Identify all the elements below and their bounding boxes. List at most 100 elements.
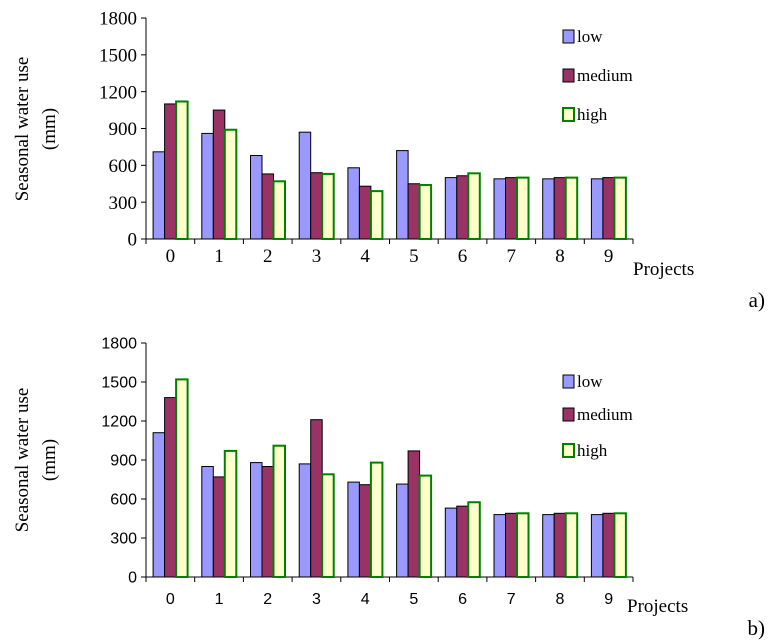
x-tick-label: 2 xyxy=(263,591,272,608)
legend-swatch-medium xyxy=(562,68,575,83)
bar-high-4 xyxy=(369,461,384,579)
x-tick-label: 1 xyxy=(215,591,224,608)
y-tick-label: 300 xyxy=(109,193,138,214)
bar-high-7 xyxy=(516,512,530,578)
bar-low-9 xyxy=(590,178,604,240)
bar-medium-5 xyxy=(407,450,421,578)
bar-medium-4 xyxy=(358,484,372,578)
bar-low-8 xyxy=(542,178,555,240)
legend-swatch-low xyxy=(562,374,575,389)
y-tick-label: 900 xyxy=(109,119,138,140)
legend-swatch-high xyxy=(562,107,575,122)
legend-label-high: high xyxy=(577,105,608,124)
bar-medium-8 xyxy=(553,512,567,578)
bar-low-8 xyxy=(542,514,555,578)
x-tick-label: 1 xyxy=(214,246,224,267)
x-tick-label: 5 xyxy=(409,246,419,267)
y-tick-label: 300 xyxy=(110,531,137,548)
bar-high-9 xyxy=(613,512,627,578)
bar-medium-1 xyxy=(212,476,226,578)
bar-high-6 xyxy=(467,172,481,240)
bar-high-0 xyxy=(175,378,189,578)
bar-high-0 xyxy=(175,100,189,240)
y-axis-label: Seasonal water use xyxy=(12,388,33,533)
bar-medium-8 xyxy=(553,177,567,240)
bar-high-4 xyxy=(369,190,384,241)
chart-panel-b: 0 300 600 900 1200 1500 1800 0 1 2 3 4 5 6 7 8 9 Projects… xyxy=(12,336,765,640)
bar-medium-0 xyxy=(164,397,177,578)
x-tick-label: 0 xyxy=(166,246,176,267)
y-tick-label: 1800 xyxy=(99,9,137,30)
bar-low-7 xyxy=(493,514,506,578)
chart-panel-a: 0 300 600 900 1200 1500 1800 0 1 2 3 4 5 6 7 8 9 Projects… xyxy=(12,9,765,312)
bar-high-2 xyxy=(272,180,286,241)
y-tick-label: 0 xyxy=(128,230,138,251)
legend-swatch-low xyxy=(562,29,575,44)
bar-high-8 xyxy=(564,512,579,578)
bar-high-9 xyxy=(613,176,627,241)
y-tick-label: 600 xyxy=(109,156,138,177)
x-tick-label: 4 xyxy=(360,246,370,267)
bar-low-5 xyxy=(396,483,409,578)
x-tick-label: 9 xyxy=(604,246,614,267)
x-tick-label: 4 xyxy=(361,591,370,608)
bar-high-8 xyxy=(564,176,579,241)
bar-medium-5 xyxy=(407,183,421,240)
bar-low-6 xyxy=(444,177,458,240)
x-tick-label: 3 xyxy=(312,591,321,608)
y-tick-label: 900 xyxy=(110,453,137,470)
bar-high-1 xyxy=(223,449,238,578)
y-tick-label: 600 xyxy=(110,492,137,509)
legend-swatch-medium xyxy=(562,407,575,422)
legend-label-medium: medium xyxy=(577,66,633,85)
y-tick-label: 1500 xyxy=(99,45,137,66)
y-axis-unit-label: (mm) xyxy=(39,108,60,150)
bar-low-0 xyxy=(152,151,166,240)
panel-label: a) xyxy=(749,288,765,312)
legend-label-high: high xyxy=(577,441,608,460)
bar-high-1 xyxy=(223,128,238,241)
bar-medium-9 xyxy=(602,177,615,240)
bar-low-2 xyxy=(250,155,263,240)
y-axis-label: Seasonal water use xyxy=(12,57,33,202)
bar-low-5 xyxy=(396,150,409,240)
bar-high-7 xyxy=(516,176,530,241)
bar-medium-2 xyxy=(261,173,274,240)
bar-medium-3 xyxy=(310,172,323,240)
x-tick-label: 6 xyxy=(458,246,468,267)
legend-label-low: low xyxy=(577,27,603,46)
x-tick-label: 8 xyxy=(555,246,565,267)
bar-high-2 xyxy=(272,444,286,579)
bar-medium-4 xyxy=(358,185,372,240)
x-axis-label: Projects xyxy=(627,596,688,617)
x-axis-label: Projects xyxy=(633,259,694,280)
x-tick-label: 8 xyxy=(555,591,564,608)
legend: low medium high xyxy=(562,27,633,124)
bar-low-7 xyxy=(493,178,506,240)
bar-low-9 xyxy=(590,514,604,578)
x-tick-label: 3 xyxy=(312,246,322,267)
legend: low medium high xyxy=(562,372,633,460)
legend-label-low: low xyxy=(577,372,603,391)
bar-high-5 xyxy=(418,183,433,241)
x-tick-label: 9 xyxy=(604,591,613,608)
y-tick-label: 0 xyxy=(128,570,137,587)
bar-low-4 xyxy=(347,481,360,578)
bar-medium-2 xyxy=(261,466,274,578)
x-tick-label: 7 xyxy=(507,591,516,608)
x-tick-label: 2 xyxy=(263,246,273,267)
bar-low-4 xyxy=(347,167,360,240)
bar-low-2 xyxy=(250,462,263,578)
y-tick-label: 1500 xyxy=(101,375,137,392)
bar-high-3 xyxy=(321,172,335,240)
bar-medium-6 xyxy=(456,175,469,240)
bar-low-0 xyxy=(152,432,166,578)
bar-medium-1 xyxy=(212,109,226,240)
bar-medium-7 xyxy=(505,512,518,578)
bar-high-6 xyxy=(467,501,481,578)
y-tick-label: 1800 xyxy=(101,336,137,353)
x-tick-label: 5 xyxy=(409,591,418,608)
y-tick-label: 1200 xyxy=(101,414,137,431)
bar-medium-0 xyxy=(164,103,177,240)
